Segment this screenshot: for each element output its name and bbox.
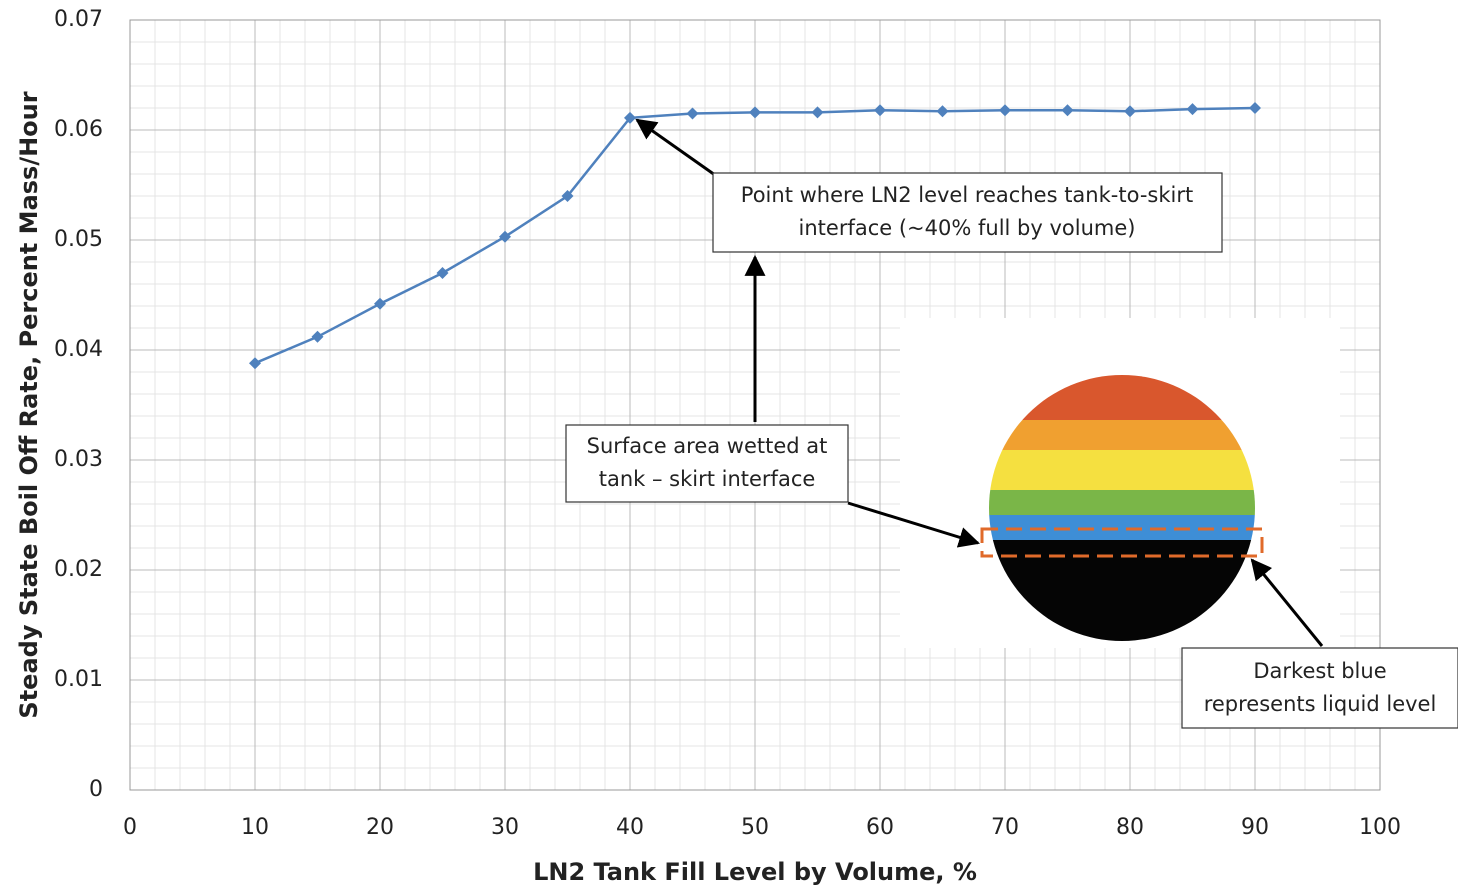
- x-tick-label: 50: [741, 815, 769, 840]
- annotation-text: Surface area wetted at: [587, 434, 828, 458]
- data-point: [1187, 103, 1199, 115]
- data-point: [1124, 105, 1136, 117]
- y-axis-title: Steady State Boil Off Rate, Percent Mass…: [15, 91, 43, 718]
- x-tick-label: 30: [491, 815, 519, 840]
- data-point: [312, 331, 324, 343]
- x-tick-label: 70: [991, 815, 1019, 840]
- x-tick-label: 0: [123, 815, 137, 840]
- annotation-text: Point where LN2 level reaches tank-to-sk…: [741, 183, 1193, 207]
- y-tick-label: 0.05: [54, 227, 103, 252]
- x-tick-label: 20: [366, 815, 394, 840]
- y-tick-label: 0.04: [54, 337, 103, 362]
- x-tick-label: 80: [1116, 815, 1144, 840]
- y-tick-label: 0.01: [54, 667, 103, 692]
- x-tick-label: 40: [616, 815, 644, 840]
- x-axis-title: LN2 Tank Fill Level by Volume, %: [533, 858, 977, 886]
- x-tick-label: 60: [866, 815, 894, 840]
- y-tick-label: 0: [89, 777, 103, 802]
- y-tick-label: 0.07: [54, 7, 103, 32]
- y-tick-label: 0.06: [54, 117, 103, 142]
- y-tick-label: 0.02: [54, 557, 103, 582]
- x-tick-label: 10: [241, 815, 269, 840]
- data-point: [999, 104, 1011, 116]
- data-point: [374, 298, 386, 310]
- x-tick-label: 90: [1241, 815, 1269, 840]
- annotation-text: represents liquid level: [1204, 692, 1437, 716]
- annotation-text: interface (~40% full by volume): [799, 216, 1136, 240]
- x-tick-label: 100: [1359, 815, 1401, 840]
- data-point: [1062, 104, 1074, 116]
- data-point: [874, 104, 886, 116]
- annotation-text: Darkest blue: [1253, 659, 1386, 683]
- data-point: [1249, 102, 1261, 114]
- y-tick-label: 0.03: [54, 447, 103, 472]
- data-point: [249, 357, 261, 369]
- data-point: [437, 267, 449, 279]
- chart: LN2 Tank Fill Level by Volume, % Steady …: [0, 0, 1458, 891]
- data-point: [937, 105, 949, 117]
- tank-image: [900, 318, 1340, 650]
- annotation-text: tank – skirt interface: [599, 467, 816, 491]
- data-point: [687, 108, 699, 120]
